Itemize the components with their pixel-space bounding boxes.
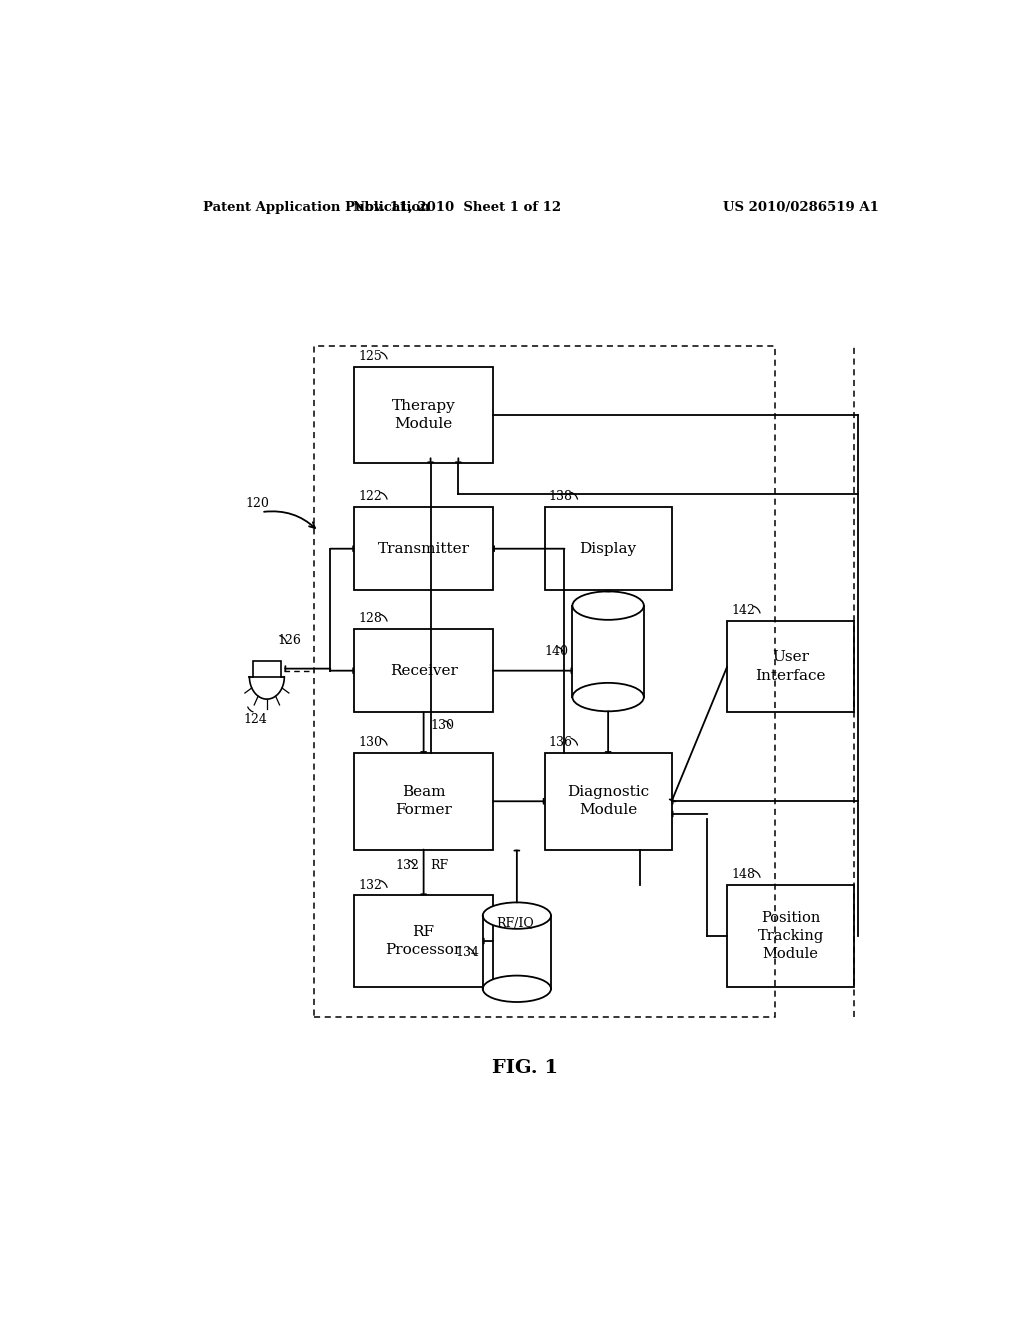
Text: RF
Processor: RF Processor [385,925,462,957]
Text: RF: RF [430,859,449,871]
Bar [314,346,775,1018]
Text: 130: 130 [358,737,382,750]
Bar [354,367,494,463]
Bar [253,660,282,677]
Text: Receiver: Receiver [390,664,458,677]
Text: 132: 132 [396,859,420,871]
Text: 124: 124 [243,713,267,726]
Text: 128: 128 [358,612,382,626]
Text: 140: 140 [545,645,568,657]
Text: Therapy
Module: Therapy Module [392,399,456,432]
Text: Display: Display [580,541,637,556]
Bar [354,895,494,987]
Text: User
Interface: User Interface [756,651,826,682]
Text: 132: 132 [358,879,382,891]
Text: Beam
Former: Beam Former [395,785,452,817]
Text: 138: 138 [549,490,572,503]
Text: 148: 148 [731,869,755,882]
Text: US 2010/0286519 A1: US 2010/0286519 A1 [723,201,879,214]
Text: Patent Application Publication: Patent Application Publication [204,201,430,214]
Text: 142: 142 [731,605,755,618]
Ellipse shape [482,903,551,929]
Bar [545,752,672,850]
Text: 134: 134 [455,945,479,958]
Bar [545,507,672,590]
Text: Diagnostic
Module: Diagnostic Module [567,785,649,817]
Text: 120: 120 [246,498,269,511]
Ellipse shape [572,682,644,711]
Text: RF/IQ: RF/IQ [497,916,534,929]
Bar [727,620,854,713]
Text: 125: 125 [358,350,382,363]
Bar [354,752,494,850]
Text: 136: 136 [549,737,572,750]
Bar [354,630,494,713]
Text: Transmitter: Transmitter [378,541,470,556]
Bar [354,507,494,590]
Ellipse shape [572,591,644,620]
Text: Position
Tracking
Module: Position Tracking Module [758,911,823,961]
Text: 130: 130 [430,719,454,733]
Text: 122: 122 [358,490,382,503]
Text: FIG. 1: FIG. 1 [492,1059,558,1077]
Ellipse shape [482,975,551,1002]
Bar [727,886,854,987]
Text: 126: 126 [278,634,301,647]
Text: Nov. 11, 2010  Sheet 1 of 12: Nov. 11, 2010 Sheet 1 of 12 [353,201,561,214]
